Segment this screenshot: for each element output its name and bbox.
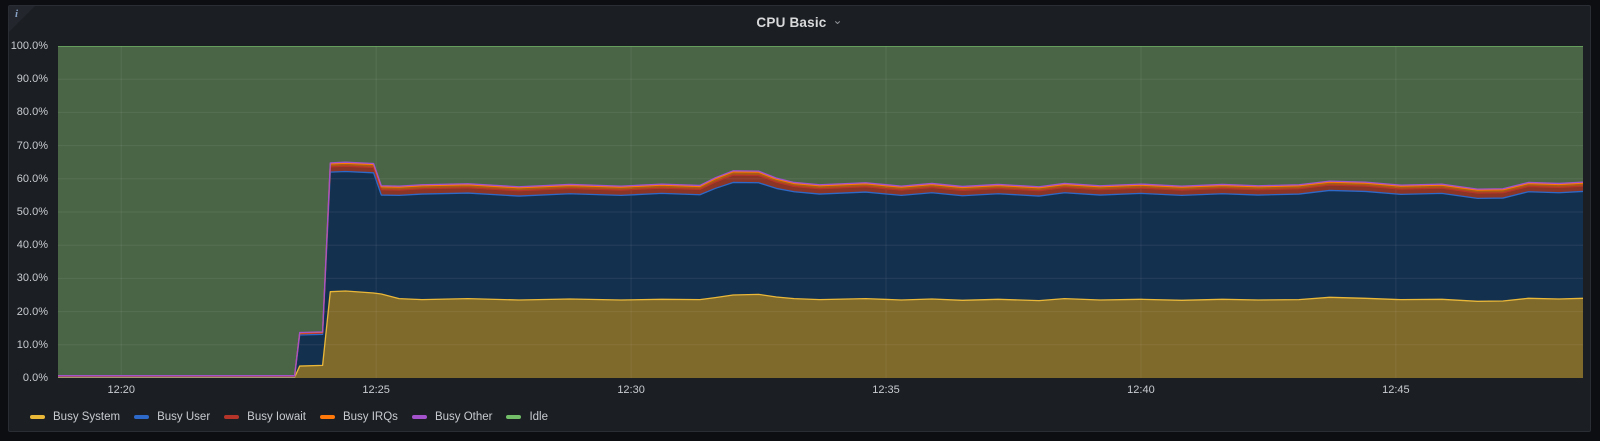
- x-tick-label: 12:20: [107, 384, 135, 396]
- legend-label[interactable]: Busy Other: [434, 411, 493, 423]
- legend-swatch-icon: [411, 415, 427, 419]
- legend-item[interactable]: Busy IRQs: [319, 411, 398, 423]
- series-line: [58, 290, 1583, 378]
- panel-header[interactable]: CPU Basic ⌄: [9, 6, 1590, 38]
- legend: Busy System Busy User Busy Iowait Busy IRQs…: [30, 408, 548, 426]
- panel-title[interactable]: CPU Basic: [756, 14, 827, 30]
- series-line: [58, 161, 1583, 377]
- cpu-stacked-area[interactable]: [58, 46, 1583, 378]
- legend-label[interactable]: Busy IRQs: [342, 411, 398, 423]
- chevron-down-icon[interactable]: ⌄: [832, 13, 843, 27]
- legend-swatch-icon: [134, 415, 150, 419]
- y-tick-label: 100.0%: [10, 40, 48, 52]
- legend-item[interactable]: Busy System: [30, 411, 120, 423]
- series-area: [58, 46, 1583, 376]
- y-tick-label: 10.0%: [16, 338, 48, 351]
- legend-label[interactable]: Idle: [529, 411, 549, 423]
- y-tick-label: 0.0%: [22, 372, 48, 384]
- x-tick-label: 12:25: [362, 384, 390, 396]
- legend-item[interactable]: Busy User: [134, 411, 210, 423]
- y-tick-label: 90.0%: [16, 73, 48, 86]
- x-tick-label: 12:40: [1127, 384, 1155, 396]
- legend-swatch-icon: [30, 415, 45, 419]
- legend-item[interactable]: Busy Iowait: [224, 411, 306, 423]
- panel-info-corner[interactable]: [9, 6, 35, 32]
- legend-label[interactable]: Busy Iowait: [247, 411, 306, 423]
- legend-swatch-icon: [224, 415, 240, 419]
- series-line: [58, 165, 1583, 377]
- y-tick-label: 80.0%: [16, 106, 48, 119]
- y-tick-label: 70.0%: [16, 139, 48, 152]
- legend-item[interactable]: Busy Other: [411, 411, 493, 423]
- x-tick-label: 12:30: [617, 384, 645, 396]
- series-line: [58, 162, 1583, 377]
- legend-label[interactable]: Busy System: [53, 411, 121, 423]
- legend-item[interactable]: Idle: [506, 411, 548, 423]
- series-line: [58, 170, 1583, 378]
- y-tick-label: 40.0%: [16, 239, 48, 252]
- y-tick-label: 30.0%: [16, 272, 48, 285]
- series-area: [58, 291, 1583, 378]
- x-tick-label: 12:45: [1382, 384, 1410, 396]
- y-tick-label: 20.0%: [16, 305, 48, 318]
- info-icon[interactable]: i: [15, 8, 19, 20]
- legend-swatch-icon: [319, 415, 335, 419]
- x-tick-label: 12:35: [872, 384, 900, 396]
- y-tick-label: 50.0%: [16, 206, 48, 218]
- y-tick-label: 60.0%: [16, 172, 48, 185]
- plot-area[interactable]: [58, 46, 1583, 378]
- series-area: [58, 171, 1583, 378]
- legend-swatch-icon: [506, 415, 522, 419]
- legend-label[interactable]: Busy User: [157, 411, 211, 423]
